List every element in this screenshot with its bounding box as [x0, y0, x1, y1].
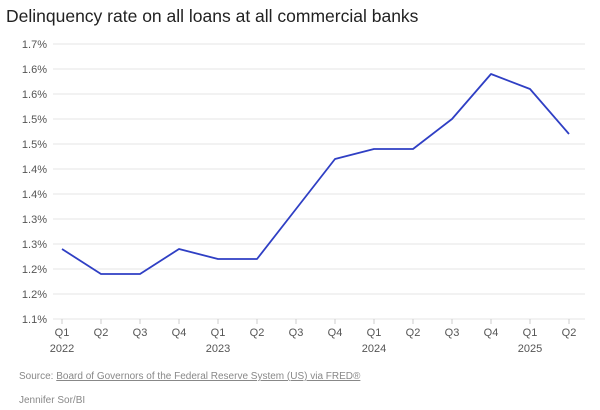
y-tick-label: 1.4% — [22, 164, 47, 176]
x-tick-label: Q1 — [211, 327, 226, 339]
y-tick-label: 1.7% — [22, 39, 47, 51]
x-tick-label: Q1 — [367, 327, 382, 339]
credit: Jennifer Sor/BI — [19, 395, 86, 406]
x-tick-label: Q3 — [289, 327, 304, 339]
y-tick-label: 1.3% — [22, 239, 47, 251]
source-link[interactable]: Board of Governors of the Federal Reserv… — [56, 371, 361, 382]
y-tick-label: 1.4% — [22, 189, 47, 201]
chart-title: Delinquency rate on all loans at all com… — [6, 6, 419, 26]
y-tick-label: 1.6% — [22, 89, 47, 101]
x-tick-label: Q3 — [445, 327, 460, 339]
x-tick-label: Q2 — [250, 327, 265, 339]
x-tick-label: Q2 — [94, 327, 109, 339]
y-tick-label: 1.1% — [22, 314, 47, 326]
y-tick-label: 1.5% — [22, 114, 47, 126]
y-tick-label: 1.2% — [22, 264, 47, 276]
series-line — [61, 73, 570, 275]
y-tick-label: 1.6% — [22, 64, 47, 76]
y-tick-label: 1.2% — [22, 289, 47, 301]
x-year-label: 2022 — [50, 343, 74, 355]
x-tick-label: Q2 — [562, 327, 577, 339]
x-tick-label: Q4 — [484, 327, 499, 339]
x-year-label: 2023 — [206, 343, 230, 355]
x-tick-label: Q3 — [133, 327, 148, 339]
x-year-label: 2025 — [518, 343, 542, 355]
source-note: Source: Board of Governors of the Federa… — [19, 371, 360, 382]
x-year-label: 2024 — [362, 343, 386, 355]
x-tick-label: Q2 — [406, 327, 421, 339]
x-tick-label: Q1 — [55, 327, 70, 339]
line-chart: 1.7% 1.6% 1.6% 1.5% 1.5% 1.4% 1.4% 1.3% 1.3% 1.2%… — [22, 39, 585, 355]
y-tick-label: 1.5% — [22, 139, 47, 151]
x-tick-label: Q4 — [328, 327, 343, 339]
y-tick-label: 1.3% — [22, 214, 47, 226]
x-tick-label: Q1 — [523, 327, 538, 339]
source-prefix: Source: — [19, 371, 57, 382]
x-tick-label: Q4 — [172, 327, 187, 339]
